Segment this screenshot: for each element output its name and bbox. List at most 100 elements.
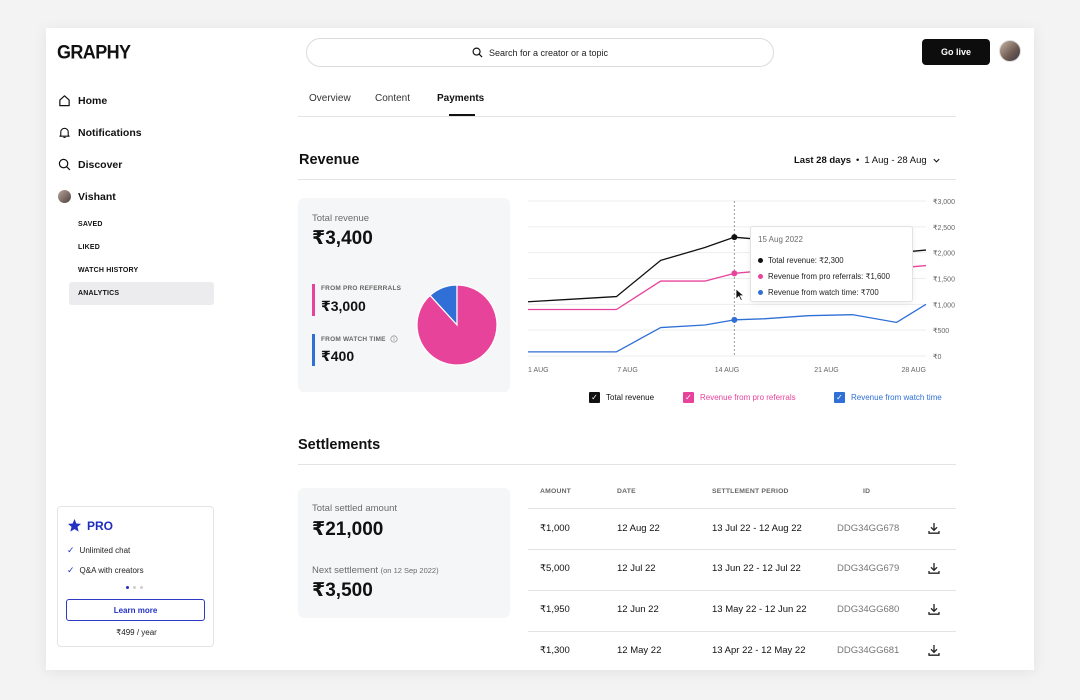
- legend-total-revenue[interactable]: ✓ Total revenue: [589, 392, 654, 403]
- column-header-period: SETTLEMENT PERIOD: [712, 488, 789, 495]
- pro-feature: ✓ Unlimited chat: [67, 545, 130, 556]
- legend-watch-time[interactable]: ✓ Revenue from watch time: [834, 392, 942, 403]
- sidebar-subitem-watch-history[interactable]: WATCH HISTORY: [78, 267, 139, 274]
- revenue-pie-chart: [416, 284, 498, 366]
- sidebar-item-discover[interactable]: Discover: [58, 158, 122, 171]
- graphy-logo[interactable]: GRAPHY: [57, 41, 131, 63]
- bell-icon: [59, 127, 70, 138]
- tooltip-pro: Revenue from pro referrals: ₹1,600: [768, 272, 890, 281]
- pro-card: PRO ✓ Unlimited chat ✓ Q&A with creators…: [57, 506, 214, 647]
- download-icon[interactable]: [927, 521, 941, 535]
- x-tick-label: 14 AUG: [715, 367, 740, 374]
- y-tick-label: ₹500: [933, 327, 949, 335]
- profile-avatar[interactable]: [999, 40, 1021, 62]
- active-tab-indicator: [449, 114, 475, 116]
- row-period: 13 Apr 22 - 12 May 22: [712, 645, 806, 656]
- tooltip-row-watch: Revenue from watch time: ₹700: [758, 288, 879, 297]
- x-tick-label: 7 AUG: [617, 367, 638, 374]
- x-tick-label: 21 AUG: [814, 367, 839, 374]
- check-icon: ✓: [67, 565, 75, 575]
- checkbox-checked-icon[interactable]: ✓: [683, 392, 694, 403]
- settlement-summary-card: Total settled amount ₹21,000 Next settle…: [298, 488, 510, 618]
- next-settlement-label: Next settlement: [312, 565, 378, 576]
- checkbox-checked-icon[interactable]: ✓: [589, 392, 600, 403]
- sidebar-item-vishant[interactable]: Vishant: [58, 190, 116, 203]
- date-range-select[interactable]: Last 28 days • 1 Aug - 28 Aug: [794, 155, 941, 166]
- search-input[interactable]: Search for a creator or a topic: [306, 38, 774, 67]
- sidebar-item-home[interactable]: Home: [58, 94, 107, 107]
- revenue-card: Total revenue ₹3,400 FROM PRO REFERRALS …: [298, 198, 510, 392]
- total-revenue-label: Total revenue: [312, 213, 370, 224]
- revenue-line-chart: ₹0 ₹500 ₹1,000 ₹1,500 ₹2,000 ₹2,500 ₹3,000 1 AU…: [527, 198, 955, 374]
- series-dot: [758, 274, 763, 279]
- carousel-dot[interactable]: [140, 586, 143, 589]
- watch-time-label: FROM WATCH TIME: [321, 335, 386, 343]
- go-live-button[interactable]: Go live: [922, 39, 990, 65]
- row-id: DDG34GG681: [837, 645, 900, 656]
- hover-point: [731, 316, 738, 323]
- pie-slice-pro-referrals: [416, 284, 498, 366]
- sidebar-subitem-analytics[interactable]: ANALYTICS: [78, 290, 120, 297]
- total-settled-value: ₹21,000: [312, 519, 384, 540]
- x-tick-label: 1 AUG: [528, 367, 549, 374]
- settlements-title: Settlements: [298, 437, 381, 453]
- x-tick-label: 28 AUG: [901, 367, 926, 374]
- table-header-divider: [528, 508, 956, 509]
- pro-price: ₹499 / year: [116, 628, 157, 637]
- chevron-down-icon: [933, 158, 940, 163]
- download-icon[interactable]: [927, 643, 941, 657]
- row-period: 13 Jun 22 - 12 Jul 22: [712, 563, 801, 574]
- checkbox-checked-icon[interactable]: ✓: [834, 392, 845, 403]
- y-tick-label: ₹1,000: [933, 301, 955, 309]
- column-header-date: DATE: [617, 488, 636, 495]
- legend-pro-referrals[interactable]: ✓ Revenue from pro referrals: [683, 392, 796, 403]
- pro-referrals-value: ₹3,000: [321, 298, 366, 314]
- pro-feature-text: Unlimited chat: [79, 546, 131, 555]
- pro-indicator-bar: [312, 284, 315, 316]
- row-date: 12 Jun 22: [617, 604, 659, 615]
- carousel-dot[interactable]: [133, 586, 136, 589]
- tab-content[interactable]: Content: [375, 93, 411, 104]
- sidebar-item-notifications[interactable]: Notifications: [58, 126, 142, 139]
- legend-label: Revenue from pro referrals: [700, 393, 796, 402]
- learn-more-button[interactable]: Learn more: [66, 599, 205, 621]
- pro-title: PRO: [67, 518, 113, 533]
- info-icon[interactable]: [390, 335, 398, 343]
- row-id: DDG34GG678: [837, 523, 900, 534]
- row-amount: ₹1,000: [540, 523, 570, 534]
- chart-tooltip: 15 Aug 2022 Total revenue: ₹2,300 Revenu…: [750, 226, 913, 302]
- search-icon: [58, 158, 71, 171]
- row-date: 12 May 22: [617, 645, 662, 656]
- sidebar-subitem-liked[interactable]: LIKED: [78, 244, 100, 251]
- column-header-id: ID: [863, 488, 871, 495]
- tooltip-total: Total revenue: ₹2,300: [768, 256, 844, 265]
- next-settlement-date: (on 12 Sep 2022): [380, 566, 439, 575]
- tab-overview[interactable]: Overview: [309, 93, 351, 104]
- pro-feature: ✓ Q&A with creators: [67, 565, 144, 576]
- series-dot: [758, 290, 763, 295]
- y-tick-label: ₹2,500: [933, 224, 955, 232]
- carousel-dot[interactable]: [126, 586, 129, 589]
- y-tick-label: ₹0: [933, 353, 941, 361]
- sidebar-item-label: Vishant: [78, 190, 116, 203]
- legend-label: Total revenue: [606, 393, 655, 402]
- bullet: •: [856, 155, 860, 166]
- app-window: GRAPHY Search for a creator or a topic G…: [46, 28, 1034, 670]
- next-settlement-row: Next settlement (on 12 Sep 2022): [312, 565, 439, 576]
- pro-feature-text: Q&A with creators: [79, 566, 144, 575]
- tab-payments[interactable]: Payments: [437, 93, 485, 104]
- download-icon[interactable]: [927, 561, 941, 575]
- revenue-title: Revenue: [299, 152, 360, 168]
- sidebar-subitem-saved[interactable]: SAVED: [78, 221, 103, 228]
- check-icon: ✓: [67, 545, 75, 555]
- carousel-dots[interactable]: [126, 586, 143, 589]
- download-icon[interactable]: [927, 602, 941, 616]
- row-period: 13 May 22 - 12 Jun 22: [712, 604, 807, 615]
- hover-point: [731, 234, 738, 241]
- y-tick-label: ₹3,000: [933, 198, 955, 206]
- hover-point: [731, 270, 738, 277]
- row-date: 12 Aug 22: [617, 523, 660, 534]
- tooltip-watch: Revenue from watch time: ₹700: [768, 288, 879, 297]
- pro-referrals-label: FROM PRO REFERRALS: [321, 285, 402, 292]
- revenue-divider: [298, 179, 956, 180]
